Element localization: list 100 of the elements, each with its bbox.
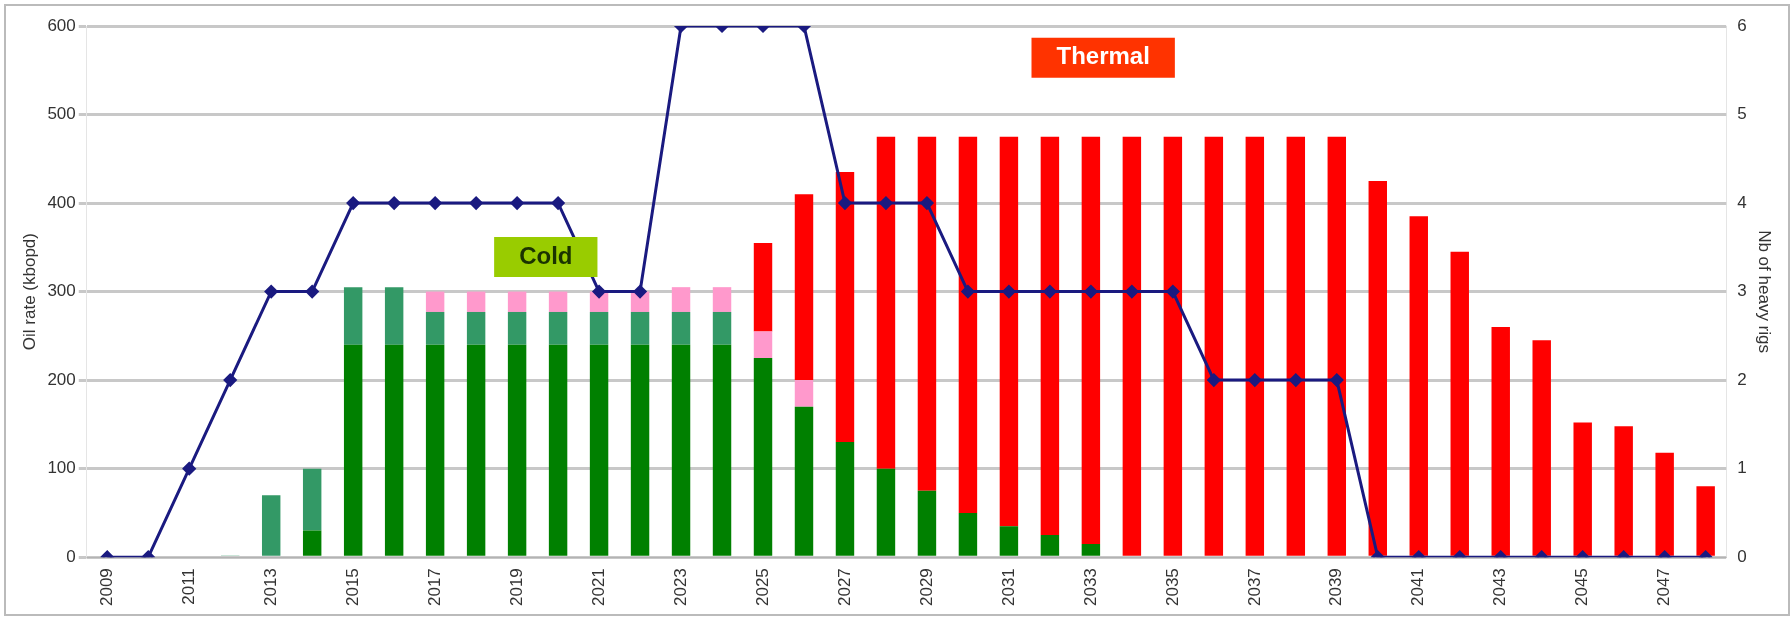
- x-tick-label: 2025: [752, 568, 772, 607]
- point: [1248, 373, 1262, 387]
- bar: [794, 380, 814, 407]
- bar: [261, 495, 281, 556]
- bar: [1040, 535, 1060, 556]
- bar: [835, 442, 855, 556]
- x-tick-label: 2035: [1162, 568, 1182, 607]
- point: [551, 196, 565, 210]
- bar: [712, 344, 732, 556]
- bar: [425, 344, 445, 556]
- bar: [343, 344, 363, 556]
- bar: [507, 311, 527, 345]
- x-tick-label: 2047: [1654, 568, 1674, 607]
- bar: [671, 311, 691, 345]
- x-tick-label: 2037: [1244, 568, 1264, 607]
- y2-tick-label: 5: [1737, 104, 1747, 124]
- bar: [1573, 422, 1592, 556]
- point: [592, 285, 606, 299]
- y2-tick-label: 6: [1737, 15, 1747, 35]
- x-tick-label: 2011: [178, 568, 198, 605]
- point: [1084, 285, 1098, 299]
- bar: [425, 291, 445, 312]
- x-tick-label: 2013: [260, 568, 280, 607]
- y-axis-title: Oil rate (kbopd): [19, 233, 39, 351]
- bar: [753, 357, 773, 556]
- bar: [671, 287, 691, 312]
- x-tick-label: 2039: [1326, 568, 1346, 607]
- bar: [589, 311, 609, 345]
- bar: [507, 291, 527, 312]
- x-tick-label: 2023: [670, 568, 690, 607]
- bar: [1040, 136, 1060, 536]
- point: [1289, 373, 1303, 387]
- bar: [999, 526, 1019, 556]
- bar: [1327, 136, 1347, 556]
- bar: [876, 468, 896, 556]
- y2-tick-label: 1: [1737, 458, 1747, 478]
- bar: [999, 136, 1019, 527]
- point: [305, 285, 319, 299]
- bar: [384, 344, 404, 556]
- bar: [1655, 452, 1674, 556]
- bar: [835, 172, 855, 443]
- y2-tick-label: 3: [1737, 281, 1747, 301]
- y2-axis-title: Nb of heavy rigs: [1755, 230, 1775, 354]
- bar: [1163, 136, 1183, 556]
- y2-tick-label: 0: [1737, 546, 1747, 566]
- bar: [794, 194, 814, 381]
- y2-tick-label: 4: [1737, 192, 1747, 212]
- bar: [753, 331, 773, 358]
- bar: [507, 344, 527, 556]
- y-tick-label: 200: [47, 369, 76, 389]
- bar: [384, 287, 404, 345]
- x-tick-label: 2009: [96, 568, 116, 607]
- point: [469, 196, 483, 210]
- bar: [917, 136, 937, 491]
- bar: [630, 344, 650, 556]
- x-tick-label: 2019: [506, 568, 526, 607]
- bar: [671, 344, 691, 556]
- bar: [917, 490, 937, 556]
- y-tick-label: 0: [66, 546, 76, 566]
- bar: [712, 287, 732, 312]
- point: [223, 373, 237, 387]
- y2-tick-label: 2: [1737, 369, 1747, 389]
- x-tick-label: 2043: [1490, 568, 1510, 607]
- bar: [712, 311, 732, 345]
- bar: [1122, 136, 1142, 556]
- bar: [753, 242, 773, 332]
- y-tick-label: 500: [47, 104, 76, 124]
- bar: [1245, 136, 1265, 556]
- annotation: Cold: [519, 241, 573, 269]
- point: [1166, 285, 1180, 299]
- bar: [1204, 136, 1224, 556]
- bar: [548, 311, 568, 345]
- x-tick-label: 2031: [998, 568, 1018, 607]
- bar: [302, 530, 322, 556]
- bar: [1081, 136, 1101, 544]
- bar: [1286, 136, 1306, 556]
- x-tick-label: 2017: [424, 568, 444, 607]
- y-tick-label: 600: [47, 15, 76, 35]
- point: [387, 196, 401, 210]
- bar: [958, 512, 978, 556]
- point: [879, 196, 893, 210]
- bar: [630, 311, 650, 345]
- bar: [589, 344, 609, 556]
- bar: [302, 468, 322, 531]
- point: [1125, 285, 1139, 299]
- bar: [466, 344, 486, 556]
- point: [961, 285, 975, 299]
- bar: [1532, 340, 1551, 556]
- bar: [1491, 327, 1510, 556]
- bar: [548, 344, 568, 556]
- bar: [1368, 180, 1387, 556]
- bar: [876, 136, 896, 469]
- point: [1002, 285, 1016, 299]
- point: [633, 285, 647, 299]
- bar: [958, 136, 978, 513]
- point: [1043, 285, 1057, 299]
- bar: [466, 291, 486, 312]
- bar: [794, 406, 814, 556]
- bar: [1081, 543, 1101, 556]
- x-tick-label: 2041: [1408, 568, 1428, 607]
